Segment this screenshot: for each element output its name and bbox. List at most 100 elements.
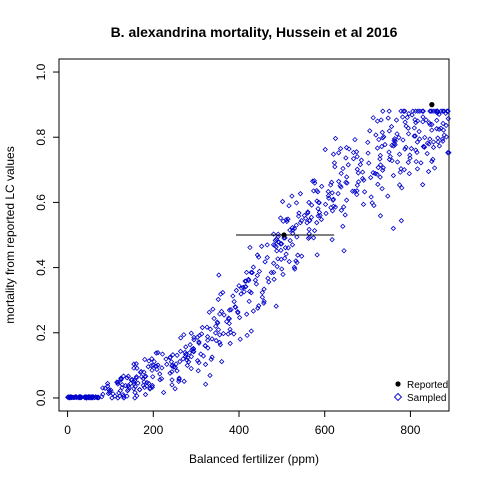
- sampled-point: [272, 242, 278, 249]
- sampled-point: [188, 330, 194, 336]
- sampled-point: [354, 191, 360, 198]
- y-tick-label: 0.6: [34, 194, 48, 211]
- sampled-point: [226, 307, 233, 313]
- sampled-point: [272, 237, 278, 244]
- sampled-point: [426, 141, 432, 147]
- sampled-point: [385, 193, 391, 199]
- sampled-point: [259, 294, 266, 300]
- sampled-point: [312, 180, 318, 186]
- sampled-point: [158, 376, 165, 382]
- sampled-point: [285, 216, 291, 222]
- sampled-point: [306, 234, 313, 240]
- sampled-point: [407, 152, 413, 158]
- sampled-point: [243, 283, 249, 290]
- sampled-point: [294, 259, 300, 266]
- sampled-point: [270, 242, 277, 248]
- sampled-point: [216, 272, 222, 278]
- sampled-point: [325, 188, 331, 195]
- sampled-point: [273, 303, 279, 309]
- sampled-point: [343, 174, 350, 180]
- sampled-point: [199, 324, 206, 331]
- sampled-point: [444, 108, 450, 114]
- sampled-point: [211, 315, 217, 322]
- sampled-point: [289, 225, 296, 231]
- sampled-point: [177, 348, 184, 354]
- sampled-point: [399, 114, 406, 120]
- sampled-point: [397, 169, 403, 175]
- sampled-point: [436, 111, 442, 118]
- sampled-point: [281, 235, 287, 241]
- sampled-point: [338, 207, 345, 213]
- sampled-point: [390, 143, 397, 149]
- sampled-point: [316, 200, 322, 206]
- sampled-point: [261, 298, 267, 305]
- sampled-point: [403, 144, 409, 150]
- sampled-point: [117, 388, 123, 394]
- sampled-point: [104, 380, 111, 387]
- sampled-point: [177, 358, 183, 365]
- sampled-point: [427, 136, 433, 142]
- sampled-point: [340, 223, 346, 229]
- sampled-point: [412, 108, 419, 114]
- sampled-point: [207, 372, 213, 379]
- sampled-point: [196, 339, 202, 345]
- sampled-point: [149, 356, 155, 362]
- sampled-point: [120, 391, 126, 398]
- sampled-point: [357, 161, 364, 168]
- sampled-point: [430, 156, 436, 163]
- sampled-point: [337, 183, 343, 189]
- sampled-point: [416, 136, 423, 142]
- x-tick-label: 400: [229, 423, 249, 437]
- sampled-point: [305, 235, 312, 241]
- sampled-point: [231, 331, 237, 337]
- sampled-point: [250, 264, 257, 270]
- sampled-point: [314, 252, 320, 258]
- sampled-point: [360, 201, 367, 208]
- sampled-point: [287, 237, 293, 244]
- sampled-point: [219, 358, 225, 365]
- sampled-point: [148, 362, 154, 369]
- sampled-point: [353, 149, 360, 155]
- sampled-point: [412, 133, 418, 139]
- sampled-point: [436, 143, 443, 149]
- sampled-point: [376, 136, 382, 143]
- sampled-point: [202, 361, 209, 368]
- sampled-point: [131, 361, 137, 367]
- sampled-point: [64, 394, 71, 400]
- sampled-point: [311, 178, 317, 184]
- sampled-point: [310, 235, 317, 241]
- sampled-point: [386, 128, 393, 134]
- sampled-point: [398, 166, 404, 172]
- sampled-point: [150, 374, 156, 380]
- sampled-point: [195, 368, 201, 374]
- sampled-point: [77, 394, 83, 400]
- sampled-point: [336, 178, 342, 185]
- sampled-point: [198, 351, 204, 357]
- sampled-point: [124, 393, 130, 399]
- sampled-point: [196, 359, 202, 366]
- sampled-point: [352, 136, 358, 143]
- sampled-point: [147, 386, 153, 392]
- sampled-point: [309, 202, 315, 208]
- sampled-point: [286, 203, 292, 209]
- sampled-point: [223, 318, 230, 325]
- sampled-point: [126, 384, 132, 391]
- sampled-point: [204, 334, 211, 340]
- sampled-point: [280, 218, 286, 224]
- sampled-point: [377, 152, 383, 159]
- sampled-point: [289, 193, 295, 199]
- sampled-point: [368, 174, 374, 181]
- sampled-point: [335, 190, 341, 197]
- sampled-point: [282, 255, 288, 261]
- sampled-point: [153, 350, 159, 356]
- sampled-point: [268, 269, 275, 276]
- sampled-point: [423, 117, 429, 123]
- sampled-point: [403, 123, 409, 129]
- sampled-point: [215, 320, 221, 326]
- sampled-point: [412, 117, 418, 123]
- sampled-point: [411, 133, 417, 139]
- sampled-point: [134, 365, 140, 371]
- x-axis: 0 200 400 600 800: [64, 411, 421, 437]
- sampled-point: [342, 212, 348, 218]
- sampled-point: [411, 125, 418, 131]
